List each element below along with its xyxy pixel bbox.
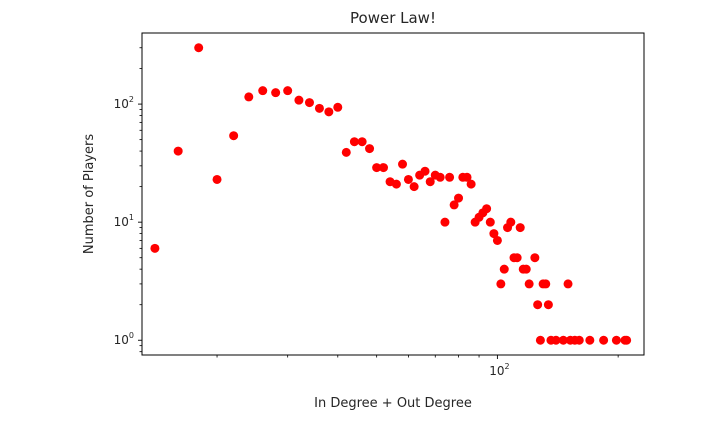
data-point: [440, 217, 450, 227]
data-point: [512, 253, 522, 263]
x-tick-label: 102: [489, 362, 509, 378]
x-axis-label: In Degree + Out Degree: [314, 396, 472, 411]
data-point: [541, 279, 551, 289]
data-point: [324, 107, 334, 117]
data-point: [212, 174, 222, 184]
data-point: [283, 86, 293, 96]
data-point: [365, 144, 375, 154]
data-point: [150, 243, 160, 253]
data-point: [492, 235, 502, 245]
data-point: [533, 300, 543, 310]
data-point: [482, 204, 492, 214]
data-point: [244, 92, 254, 102]
data-point: [372, 163, 382, 173]
data-point: [574, 335, 584, 345]
data-point: [599, 335, 609, 345]
data-point: [271, 88, 281, 98]
data-point: [489, 229, 499, 239]
data-point: [435, 172, 445, 182]
data-point: [563, 279, 573, 289]
data-point: [314, 103, 324, 113]
data-point: [485, 217, 495, 227]
data-point: [229, 131, 239, 141]
data-point: [585, 335, 595, 345]
data-point: [524, 279, 534, 289]
data-point: [341, 147, 351, 157]
data-point: [506, 217, 516, 227]
chart-title: Power Law!: [350, 9, 436, 27]
data-point: [449, 200, 459, 210]
data-point: [454, 193, 464, 203]
data-point: [409, 182, 419, 192]
data-points: [150, 43, 632, 345]
data-point: [258, 86, 268, 96]
data-point: [622, 335, 632, 345]
y-axis-label: Number of Players: [82, 134, 97, 254]
data-point: [425, 177, 435, 187]
y-tick-label: 100: [114, 331, 134, 347]
y-tick-label: 102: [114, 95, 134, 111]
data-point: [333, 102, 343, 112]
data-point: [194, 43, 204, 53]
data-point: [462, 172, 472, 182]
data-point: [535, 335, 545, 345]
data-point: [403, 174, 413, 184]
data-point: [357, 137, 367, 147]
y-tick-label: 101: [114, 213, 134, 229]
data-point: [420, 166, 430, 176]
data-point: [515, 223, 525, 233]
data-point: [499, 264, 509, 274]
data-point: [530, 253, 540, 263]
data-point: [521, 264, 531, 274]
plot-frame: [141, 32, 645, 356]
data-point: [378, 163, 388, 173]
data-point: [173, 146, 183, 156]
data-point: [304, 98, 314, 108]
data-point: [551, 335, 561, 345]
data-point: [558, 335, 568, 345]
data-point: [496, 279, 506, 289]
data-point: [611, 335, 621, 345]
data-point: [543, 300, 553, 310]
data-point: [398, 159, 408, 169]
data-point: [349, 137, 359, 147]
data-point: [466, 179, 476, 189]
data-point: [294, 95, 304, 105]
axis-ticks: 100 101 102 102: [114, 47, 619, 378]
data-point: [391, 179, 401, 189]
data-point: [445, 172, 455, 182]
